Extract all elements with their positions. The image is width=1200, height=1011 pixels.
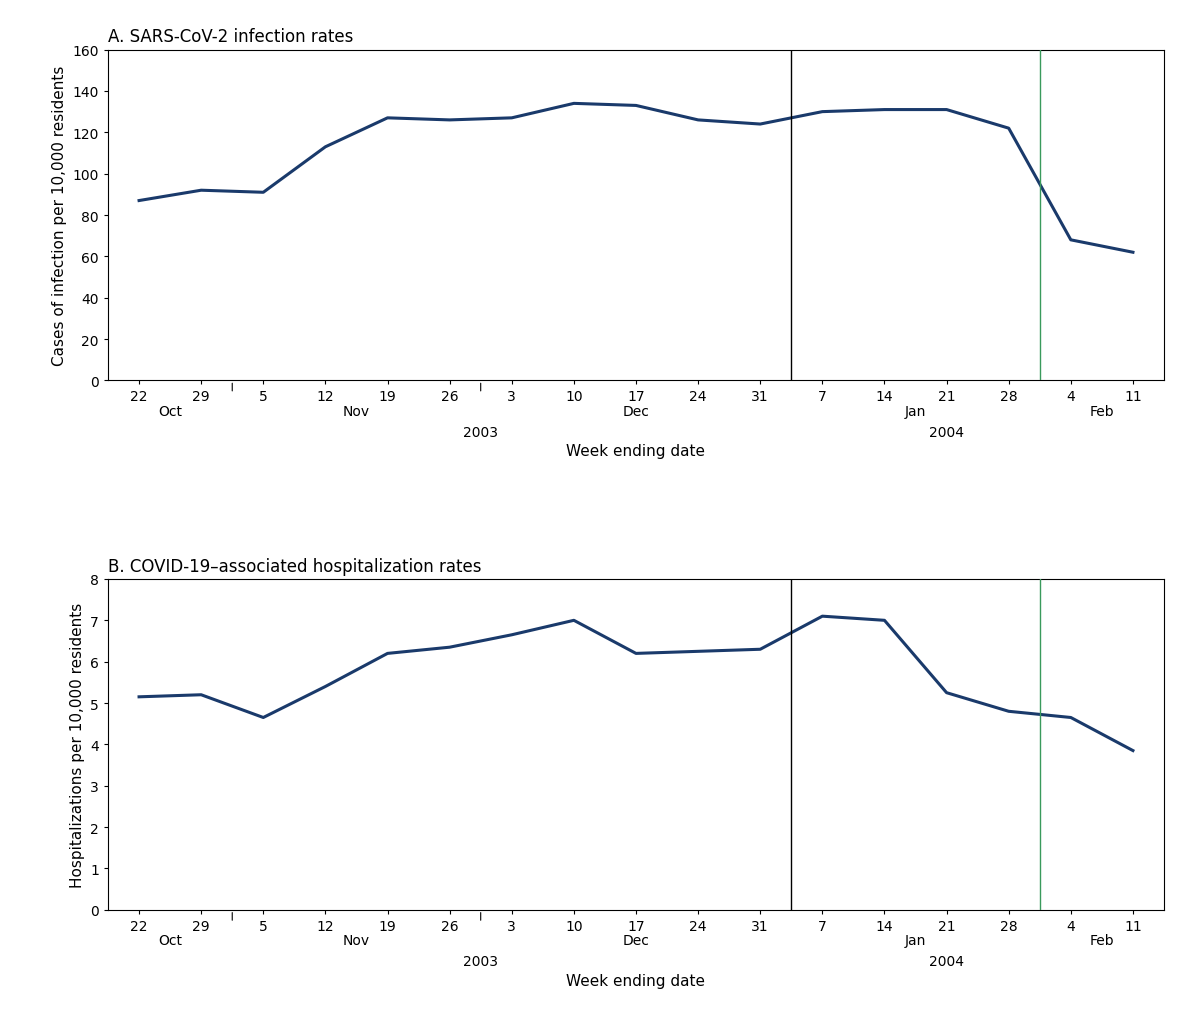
Text: Oct: Oct — [158, 933, 182, 947]
Text: Dec: Dec — [623, 933, 649, 947]
Y-axis label: Cases of infection per 10,000 residents: Cases of infection per 10,000 residents — [52, 66, 67, 366]
Text: Week ending date: Week ending date — [566, 444, 706, 459]
Text: Feb: Feb — [1090, 933, 1114, 947]
Text: Dec: Dec — [623, 404, 649, 419]
Text: A. SARS-CoV-2 infection rates: A. SARS-CoV-2 infection rates — [108, 28, 353, 47]
Text: Jan: Jan — [905, 933, 926, 947]
Text: Jan: Jan — [905, 404, 926, 419]
Text: Feb: Feb — [1090, 404, 1114, 419]
Text: Nov: Nov — [343, 404, 370, 419]
Y-axis label: Hospitalizations per 10,000 residents: Hospitalizations per 10,000 residents — [70, 603, 84, 887]
Text: Week ending date: Week ending date — [566, 973, 706, 988]
Text: 2004: 2004 — [929, 954, 964, 969]
Text: 2004: 2004 — [929, 426, 964, 440]
Text: 2003: 2003 — [463, 426, 498, 440]
Text: B. COVID-19–associated hospitalization rates: B. COVID-19–associated hospitalization r… — [108, 557, 481, 575]
Text: Oct: Oct — [158, 404, 182, 419]
Text: Nov: Nov — [343, 933, 370, 947]
Text: 2003: 2003 — [463, 954, 498, 969]
